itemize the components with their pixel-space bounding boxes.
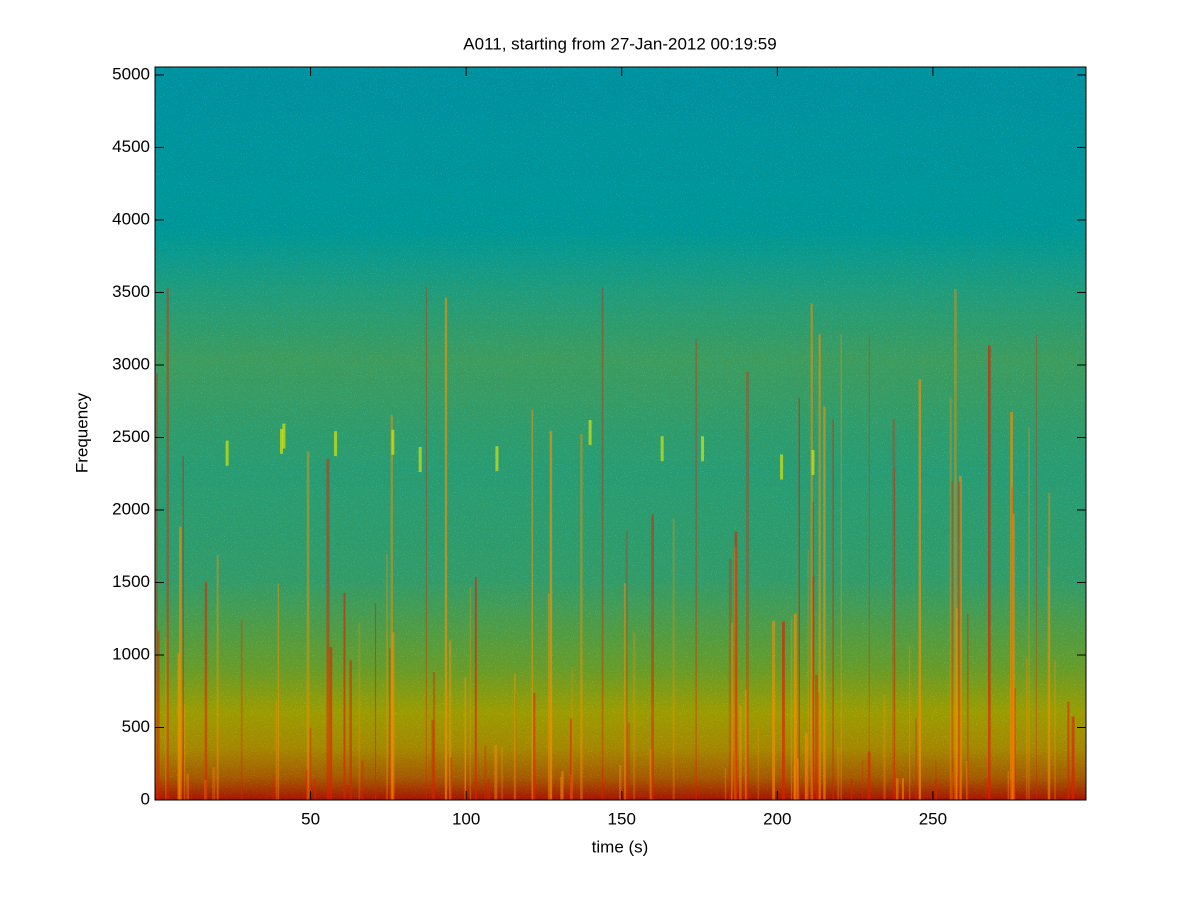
y-tick-label: 500: [122, 717, 150, 736]
x-tick-label: 150: [608, 809, 636, 828]
x-tick-label: 200: [763, 809, 791, 828]
y-tick-label: 2000: [112, 499, 150, 518]
x-tick-label: 50: [301, 809, 320, 828]
streaks: [156, 286, 1075, 800]
y-tick-label: 4500: [112, 137, 150, 156]
spectrogram: [154, 66, 1087, 801]
y-tick-label: 1000: [112, 644, 150, 663]
y-axis-label: Frequency: [72, 392, 91, 473]
x-tick-label: 250: [919, 809, 947, 828]
y-tick-label: 0: [141, 789, 150, 808]
axes-box: [154, 66, 1087, 801]
y-tick-label: 1500: [112, 572, 150, 591]
y-tick-label: 3000: [112, 354, 150, 373]
y-tick-label: 3500: [112, 282, 150, 301]
y-tick-label: 2500: [112, 427, 150, 446]
x-axis-label: time (s): [592, 837, 649, 856]
chart-title: A011, starting from 27-Jan-2012 00:19:59: [463, 34, 776, 53]
y-tick-label: 4000: [112, 209, 150, 228]
x-tick-label: 100: [452, 809, 480, 828]
y-tick-label: 5000: [112, 64, 150, 83]
spectrogram-texture: [155, 67, 1086, 800]
